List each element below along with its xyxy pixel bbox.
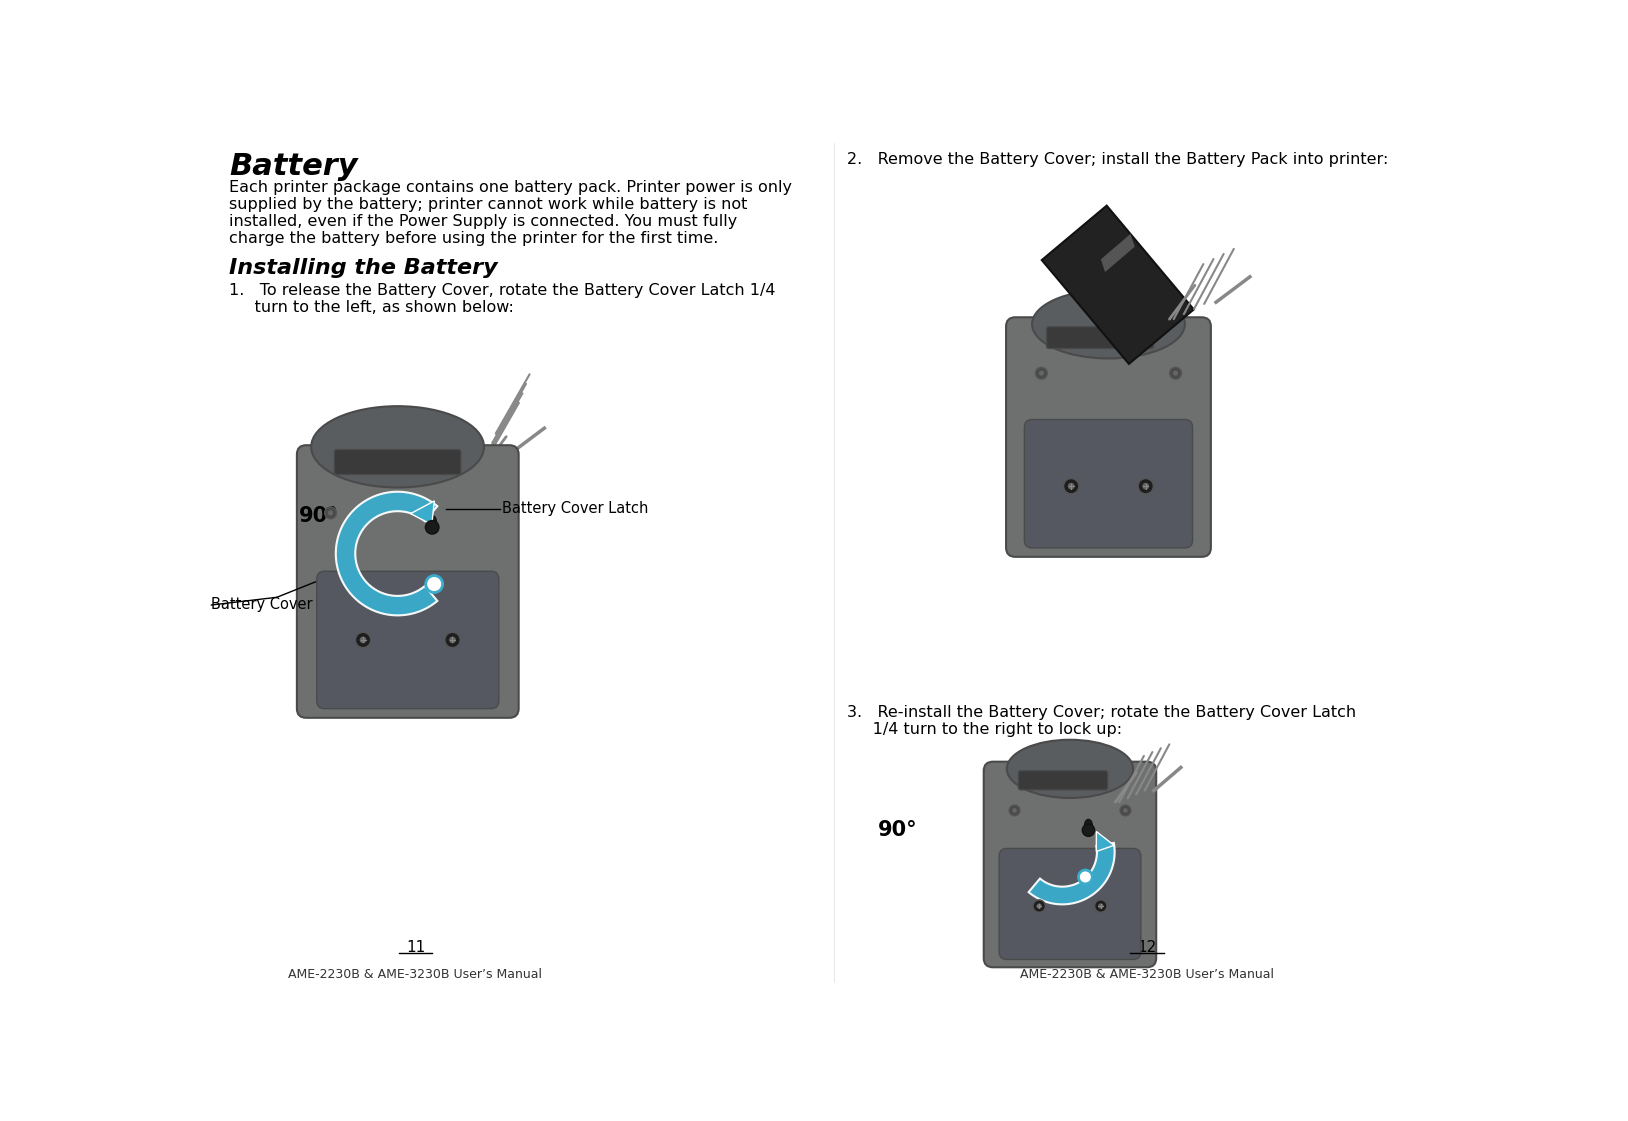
Polygon shape xyxy=(335,492,438,615)
Ellipse shape xyxy=(1032,289,1185,359)
Ellipse shape xyxy=(1084,819,1092,832)
Circle shape xyxy=(1169,368,1182,379)
Circle shape xyxy=(324,507,337,519)
Circle shape xyxy=(1120,805,1131,816)
Circle shape xyxy=(1037,904,1042,909)
Text: 90°: 90° xyxy=(298,507,339,527)
Circle shape xyxy=(1035,368,1047,379)
FancyBboxPatch shape xyxy=(1047,326,1154,349)
FancyBboxPatch shape xyxy=(317,572,498,708)
FancyBboxPatch shape xyxy=(1006,317,1211,557)
Text: installed, even if the Power Supply is connected. You must fully: installed, even if the Power Supply is c… xyxy=(230,214,737,229)
Text: 2.   Remove the Battery Cover; install the Battery Pack into printer:: 2. Remove the Battery Cover; install the… xyxy=(847,152,1389,167)
Text: Each printer package contains one battery pack. Printer power is only: Each printer package contains one batter… xyxy=(230,180,793,195)
Circle shape xyxy=(1143,483,1149,490)
Circle shape xyxy=(425,520,440,534)
Circle shape xyxy=(444,632,461,648)
Text: 3.   Re-install the Battery Cover; rotate the Battery Cover Latch: 3. Re-install the Battery Cover; rotate … xyxy=(847,705,1356,720)
FancyBboxPatch shape xyxy=(296,445,519,717)
Text: Installing the Battery: Installing the Battery xyxy=(230,259,498,278)
Text: 12: 12 xyxy=(1138,939,1156,955)
Circle shape xyxy=(1039,371,1044,376)
Circle shape xyxy=(427,575,443,593)
FancyBboxPatch shape xyxy=(334,450,461,474)
Circle shape xyxy=(1097,904,1104,909)
Text: supplied by the battery; printer cannot work while battery is not: supplied by the battery; printer cannot … xyxy=(230,197,747,212)
FancyBboxPatch shape xyxy=(1024,419,1193,548)
Text: Battery Cover Latch: Battery Cover Latch xyxy=(503,501,650,517)
Ellipse shape xyxy=(1006,740,1133,798)
Text: 90°: 90° xyxy=(877,819,917,840)
Text: Battery Cover: Battery Cover xyxy=(210,597,313,612)
Circle shape xyxy=(1078,870,1092,883)
Ellipse shape xyxy=(311,406,484,488)
Polygon shape xyxy=(1029,843,1115,905)
Circle shape xyxy=(1094,900,1107,912)
Circle shape xyxy=(1083,824,1094,836)
FancyBboxPatch shape xyxy=(1000,849,1141,960)
Circle shape xyxy=(1063,479,1079,494)
Circle shape xyxy=(327,510,334,516)
Text: charge the battery before using the printer for the first time.: charge the battery before using the prin… xyxy=(230,231,718,245)
Polygon shape xyxy=(410,501,435,525)
Circle shape xyxy=(360,637,366,643)
FancyBboxPatch shape xyxy=(983,761,1156,967)
Polygon shape xyxy=(1096,832,1114,852)
Circle shape xyxy=(1123,808,1128,813)
Circle shape xyxy=(1174,371,1179,376)
Text: turn to the left, as shown below:: turn to the left, as shown below: xyxy=(230,300,514,315)
Text: AME-2230B & AME-3230B User’s Manual: AME-2230B & AME-3230B User’s Manual xyxy=(288,967,542,981)
Text: 11: 11 xyxy=(405,939,425,955)
Circle shape xyxy=(449,637,456,643)
Text: 1/4 turn to the right to lock up:: 1/4 turn to the right to lock up: xyxy=(847,722,1122,736)
Text: Battery: Battery xyxy=(230,152,358,182)
Text: AME-2230B & AME-3230B User’s Manual: AME-2230B & AME-3230B User’s Manual xyxy=(1021,967,1275,981)
Circle shape xyxy=(1034,900,1045,912)
Text: 1.   To release the Battery Cover, rotate the Battery Cover Latch 1/4: 1. To release the Battery Cover, rotate … xyxy=(230,284,775,298)
Circle shape xyxy=(1068,483,1074,490)
Ellipse shape xyxy=(428,516,436,529)
Circle shape xyxy=(1009,805,1019,816)
Polygon shape xyxy=(1042,205,1193,364)
FancyBboxPatch shape xyxy=(1019,771,1107,790)
Polygon shape xyxy=(1101,234,1135,272)
Circle shape xyxy=(1013,808,1018,813)
Circle shape xyxy=(1138,479,1153,494)
Circle shape xyxy=(355,632,371,648)
